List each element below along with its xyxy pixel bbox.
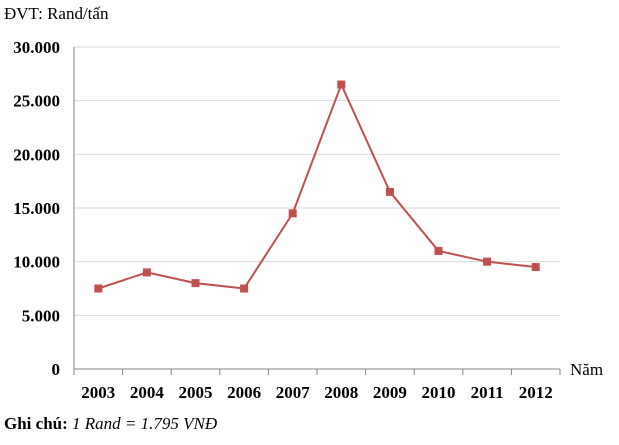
data-point [385, 187, 394, 196]
y-tick-label: 30.000 [13, 38, 60, 57]
y-tick-label: 10.000 [13, 253, 60, 272]
y-tick-label: 5.000 [22, 306, 60, 325]
data-point [288, 209, 297, 218]
x-tick-label: 2008 [324, 383, 358, 402]
x-tick-labels: 2003 2004 2005 2006 2007 2008 2009 2010 2011 2012 [81, 383, 552, 402]
x-tick-label: 2012 [519, 383, 553, 402]
y-tick-labels: 0 5.000 10.000 15.000 20.000 25.000 30.000 [13, 38, 60, 379]
data-point [531, 263, 540, 272]
data-series [94, 80, 540, 293]
footnote: Ghi chú: 1 Rand = 1.795 VNĐ [4, 414, 217, 434]
footnote-text: 1 Rand = 1.795 VNĐ [72, 414, 218, 433]
data-point [240, 284, 249, 293]
footnote-label: Ghi chú: [4, 414, 68, 433]
data-point [191, 279, 200, 288]
x-tick-label: 2003 [81, 383, 115, 402]
x-axis-label: Năm [570, 360, 603, 379]
x-tick-label: 2009 [373, 383, 407, 402]
data-point [337, 80, 346, 89]
x-tick-label: 2006 [227, 383, 261, 402]
x-tick-label: 2007 [276, 383, 311, 402]
data-point [142, 268, 151, 277]
gridlines [74, 46, 560, 316]
data-point [434, 246, 443, 255]
y-tick-label: 25.000 [13, 92, 60, 111]
series-line [97, 83, 536, 290]
unit-label: ĐVT: Rand/tấn [4, 4, 109, 23]
y-tick-label: 20.000 [13, 145, 60, 164]
x-tick-label: 2010 [422, 383, 456, 402]
x-tick-label: 2004 [130, 383, 165, 402]
x-tick-label: 2005 [179, 383, 213, 402]
y-tick-label: 15.000 [13, 199, 60, 218]
x-tick-label: 2011 [471, 383, 504, 402]
y-tick-label: 0 [52, 360, 61, 379]
axes [73, 47, 561, 375]
data-point [483, 257, 492, 266]
data-point [94, 284, 103, 293]
